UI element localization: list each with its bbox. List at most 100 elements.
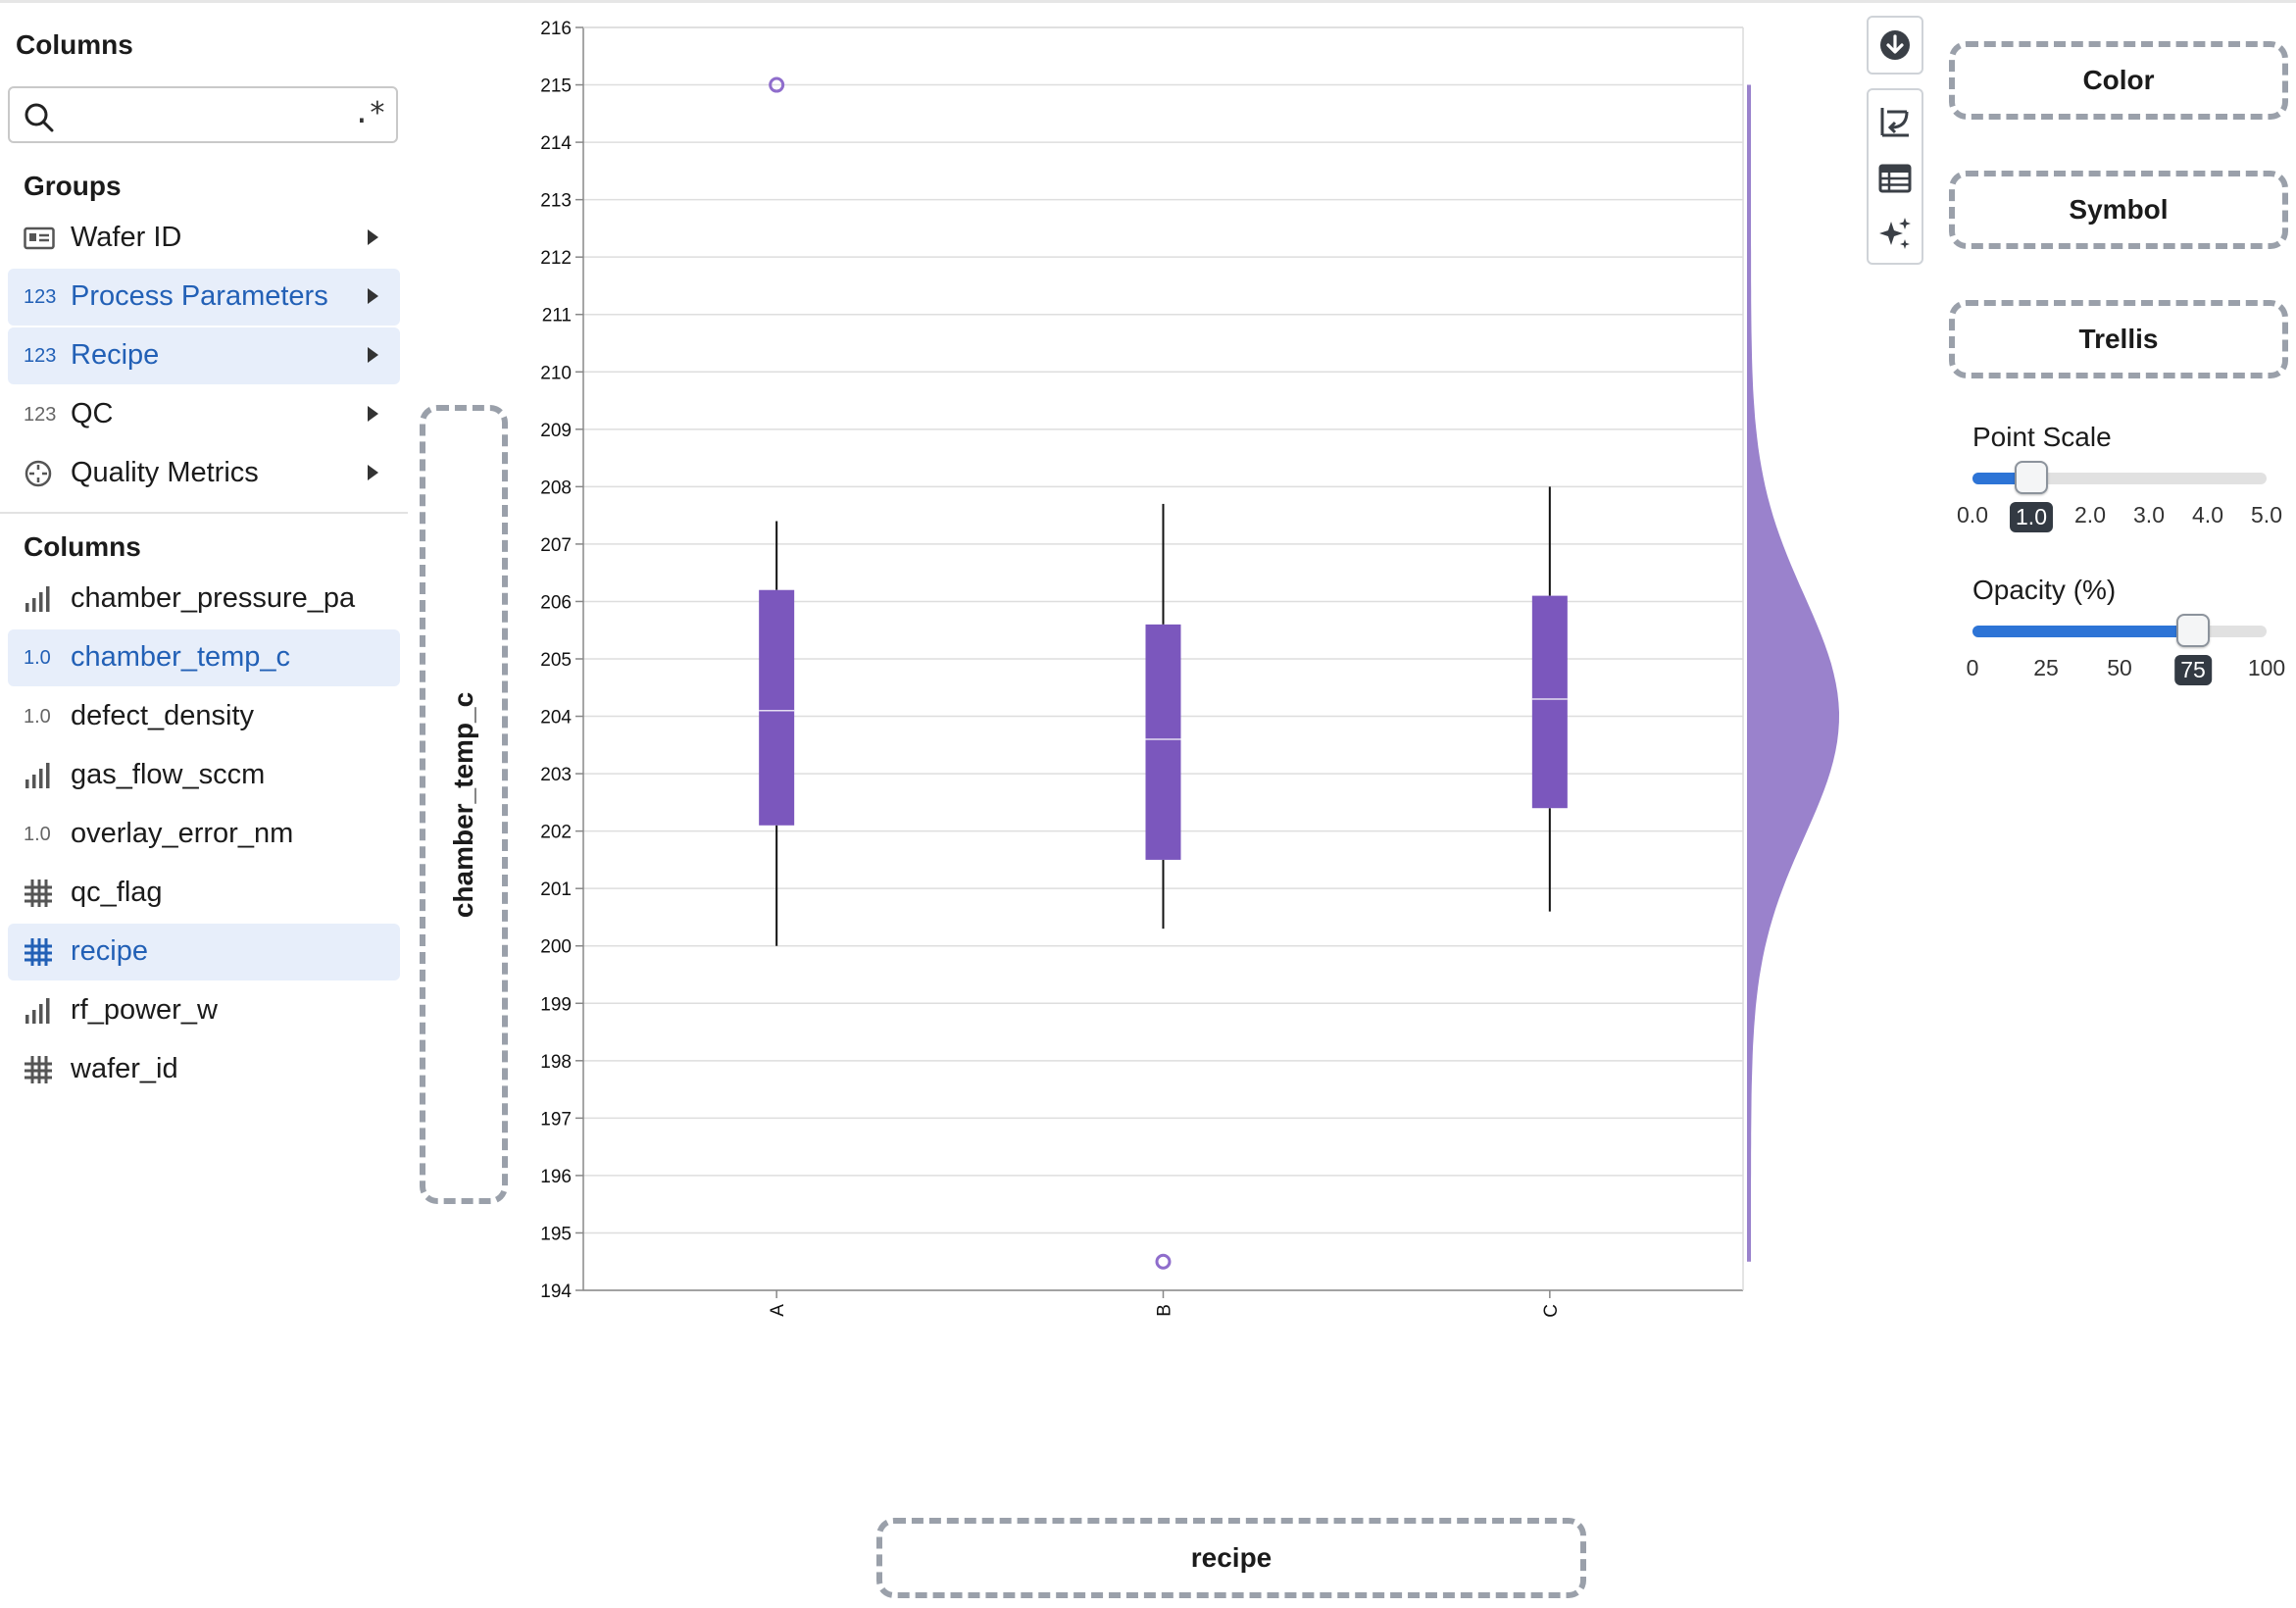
group-item-quality-metrics[interactable]: Quality Metrics (8, 445, 400, 502)
group-item-qc[interactable]: 123 QC (8, 386, 400, 443)
float-type-icon: 1.0 (24, 705, 51, 728)
opacity-fill (1972, 626, 2193, 637)
symbol-dropzone[interactable]: Symbol (1949, 171, 2288, 249)
item-label: recipe (71, 935, 148, 967)
id-card-icon (24, 224, 57, 253)
color-dropzone[interactable]: Color (1949, 41, 2288, 120)
opacity-tick: 75 (2174, 655, 2212, 685)
download-toolbar (1867, 16, 1923, 75)
column-item-chamber-temp-c[interactable]: 1.0 chamber_temp_c (8, 629, 400, 686)
column-item-rf-power-w[interactable]: rf_power_w (8, 982, 400, 1039)
point-scale-tick: 4.0 (2192, 502, 2223, 528)
x-axis-field-label: recipe (1190, 1542, 1273, 1573)
swap-axes-button[interactable] (1869, 94, 1922, 149)
y-axis-dropzone[interactable]: chamber_temp_c (420, 405, 508, 1204)
sidebar-divider (0, 512, 408, 514)
item-label: Quality Metrics (71, 457, 259, 488)
search-input[interactable] (67, 98, 316, 133)
ai-insights-button[interactable] (1869, 206, 1922, 261)
y-tick-label: 212 (540, 248, 572, 269)
box-B (1145, 624, 1181, 860)
point-scale-title: Point Scale (1972, 422, 2112, 452)
y-tick-label: 195 (540, 1224, 572, 1244)
item-label: wafer_id (71, 1053, 178, 1084)
y-tick-label: 209 (540, 421, 572, 441)
opacity-tick: 0 (1966, 655, 1979, 680)
x-tick-label: A (768, 1304, 788, 1317)
swap-axes-icon (1880, 108, 1909, 137)
y-tick-label: 205 (540, 650, 572, 671)
column-item-defect-density[interactable]: 1.0 defect_density (8, 688, 400, 745)
group-item-recipe[interactable]: 123 Recipe (8, 327, 400, 384)
chart-toolbar (1867, 88, 1923, 265)
float-type-icon: 1.0 (24, 823, 51, 845)
opacity-tick: 50 (2107, 655, 2132, 680)
outlier-point (1155, 1253, 1172, 1270)
y-tick-label: 214 (540, 133, 572, 154)
item-label: qc_flag (71, 877, 163, 908)
y-tick-label: 202 (540, 823, 572, 843)
y-tick-label: 194 (540, 1281, 572, 1302)
bar-chart-icon (24, 761, 57, 790)
sidebar-title: Columns (16, 29, 133, 60)
point-scale-slider[interactable] (1972, 461, 2267, 494)
expand-arrow-icon[interactable] (368, 347, 378, 363)
color-dropzone-label: Color (2082, 65, 2155, 95)
y-tick-label: 199 (540, 994, 572, 1015)
opacity-tick: 25 (2033, 655, 2059, 680)
y-tick-label: 208 (540, 477, 572, 498)
float-type-icon: 1.0 (24, 646, 51, 669)
column-item-recipe[interactable]: recipe (8, 924, 400, 980)
item-label: defect_density (71, 700, 255, 731)
top-border (0, 0, 2296, 3)
point-scale-tick: 3.0 (2133, 502, 2165, 528)
expand-arrow-icon[interactable] (368, 465, 378, 480)
x-axis-dropzone[interactable]: recipe (876, 1518, 1586, 1598)
expand-arrow-icon[interactable] (368, 229, 378, 245)
regex-toggle[interactable]: .* (352, 96, 386, 130)
opacity-slider[interactable] (1972, 614, 2267, 647)
point-scale-thumb[interactable] (2015, 461, 2048, 494)
column-item-wafer-id[interactable]: wafer_id (8, 1041, 400, 1098)
expand-arrow-icon[interactable] (368, 406, 378, 422)
y-tick-label: 211 (542, 306, 572, 327)
y-tick-label: 213 (540, 191, 572, 212)
column-item-gas-flow-sccm[interactable]: gas_flow_sccm (8, 747, 400, 804)
opacity-tick: 100 (2247, 655, 2286, 680)
group-item-process-parameters[interactable]: 123 Process Parameters (8, 269, 400, 326)
column-search[interactable]: .* (8, 86, 398, 143)
column-item-qc-flag[interactable]: qc_flag (8, 865, 400, 922)
item-label: rf_power_w (71, 994, 218, 1026)
item-label: chamber_pressure_pa (71, 582, 356, 614)
trellis-dropzone[interactable]: Trellis (1949, 300, 2288, 378)
bar-chart-icon (24, 996, 57, 1026)
point-scale-tick: 1.0 (2010, 502, 2053, 532)
box-A (759, 589, 795, 826)
item-label: gas_flow_sccm (71, 759, 266, 790)
bar-chart-icon (24, 584, 57, 614)
expand-arrow-icon[interactable] (368, 288, 378, 304)
item-label: Process Parameters (71, 280, 328, 312)
hash-grid-icon (24, 879, 57, 908)
y-tick-label: 216 (540, 19, 572, 39)
marginal-density-curve (1747, 84, 1839, 1262)
data-table-button[interactable] (1869, 151, 1922, 206)
y-tick-label: 210 (540, 363, 572, 383)
y-tick-label: 204 (540, 708, 572, 729)
column-item-overlay-error-nm[interactable]: 1.0 overlay_error_nm (8, 806, 400, 863)
box-C (1531, 595, 1568, 809)
column-item-chamber-pressure-pa[interactable]: chamber_pressure_pa (8, 571, 400, 628)
opacity-title: Opacity (%) (1972, 575, 2117, 605)
integer-type-icon: 123 (24, 403, 57, 426)
opacity-thumb[interactable] (2176, 614, 2210, 647)
download-button[interactable] (1869, 18, 1922, 73)
y-tick-label: 215 (540, 76, 572, 97)
table-icon (1878, 164, 1912, 193)
symbol-dropzone-label: Symbol (2069, 194, 2169, 225)
item-label: QC (71, 398, 114, 429)
point-scale-tick: 2.0 (2074, 502, 2106, 528)
outlier-point (769, 76, 785, 93)
group-item-wafer-id[interactable]: Wafer ID (8, 210, 400, 267)
hash-grid-icon (24, 937, 57, 967)
